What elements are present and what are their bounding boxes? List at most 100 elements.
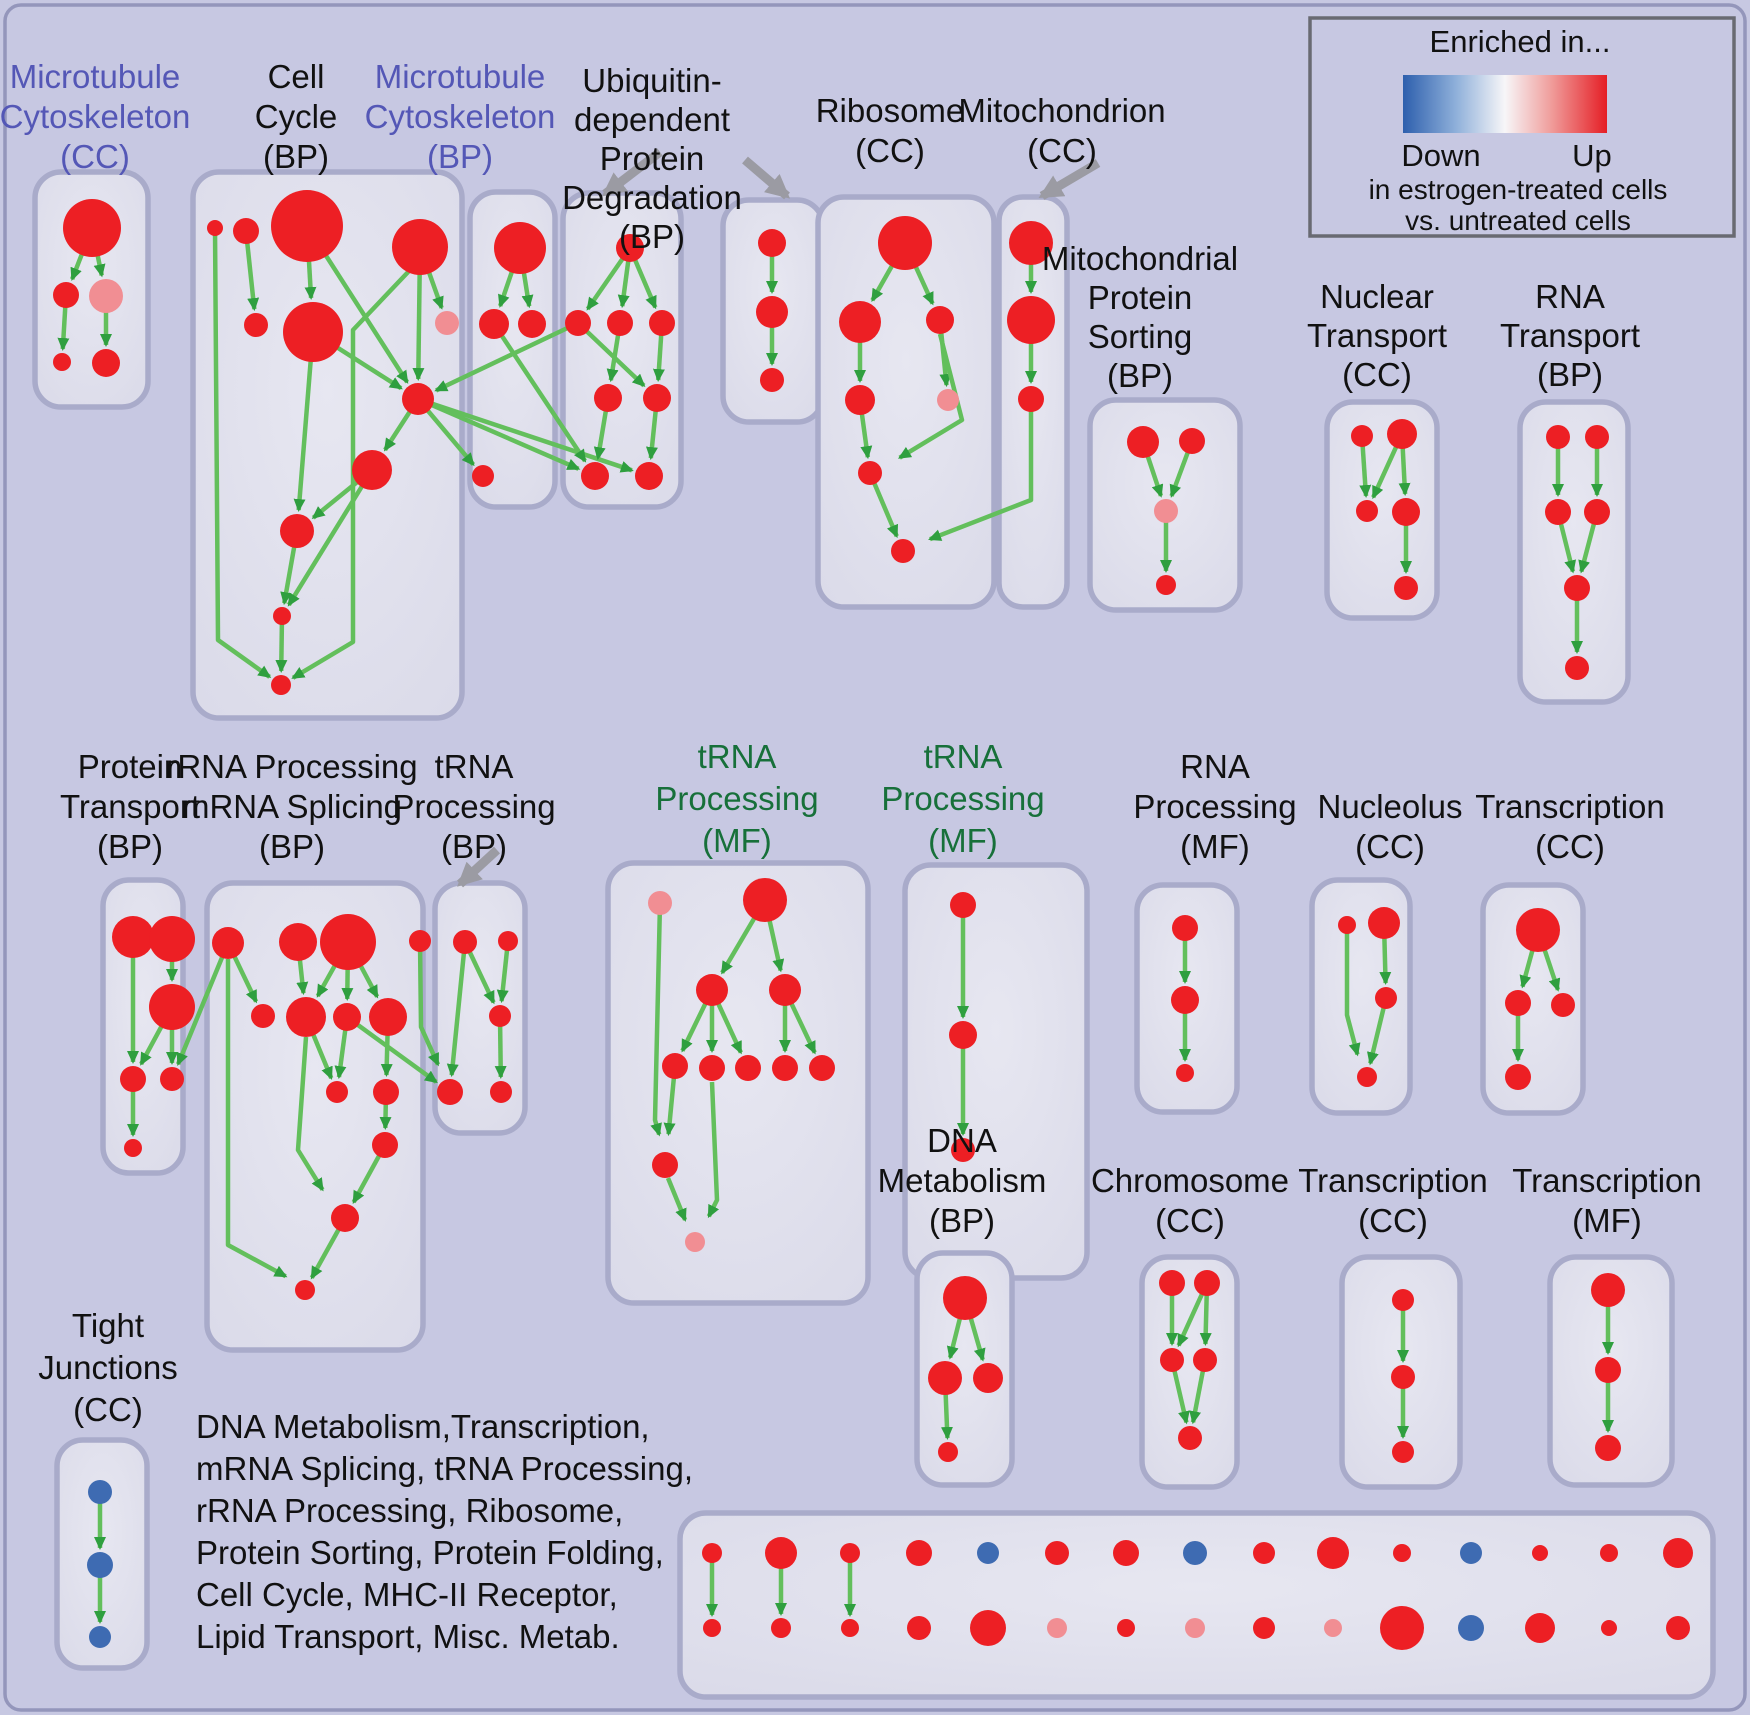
node-ubiquitin-degradation-right-2-red	[760, 368, 784, 392]
node-rrna-processing-mrna-splicing-7-red	[369, 998, 407, 1036]
node-transcription-cc-bottom-1-red	[1391, 1365, 1415, 1389]
legend-condition-line1: in estrogen-treated cells	[1369, 174, 1668, 205]
label-dna-metabolism-bp-line0: DNA	[927, 1122, 997, 1159]
node-nuclear-transport-4-red	[1394, 576, 1418, 600]
node-microtubule-cytoskeleton-cc-0-red	[63, 199, 121, 257]
label-ribosome-cc-line1: (CC)	[855, 132, 925, 169]
node-mitochondrial-protein-sorting-0-red	[1127, 426, 1159, 458]
callout-ubiquitin-right-arrow-icon	[742, 156, 791, 200]
node-misc-bottom-11-blue	[1460, 1542, 1482, 1564]
legend-down-label: Down	[1401, 138, 1480, 173]
edge-arrow-40	[897, 333, 965, 460]
node-rrna-processing-mrna-splicing-12-red	[295, 1280, 315, 1300]
label-tight-junctions-cc-line1: Junctions	[38, 1349, 177, 1386]
node-misc-bottom-23-red	[1253, 1617, 1275, 1639]
cluster-box-chromosome	[1139, 1254, 1240, 1490]
node-rna-transport-3-red	[1584, 499, 1610, 525]
node-misc-bottom-20-pink	[1047, 1618, 1067, 1638]
edge-arrow-80	[446, 941, 468, 1078]
label-cell-cycle-bp-line1: Cycle	[255, 98, 338, 135]
cluster-box-misc-bottom	[677, 1510, 1716, 1700]
node-protein-transport-3-red	[120, 1066, 146, 1092]
node-trna-processing-bp-4-red	[490, 1081, 512, 1103]
node-transcription-cc-mid-2-red	[1551, 993, 1575, 1017]
cluster-box-trna-processing-mf-large	[605, 860, 871, 1306]
label-transcription-mf-line0: Transcription	[1512, 1162, 1702, 1199]
label-tight-junctions-cc-line2: (CC)	[73, 1391, 143, 1428]
label-protein-transport-bp-line2: (BP)	[97, 828, 163, 865]
node-misc-bottom-25-red	[1380, 1606, 1424, 1650]
node-dna-metabolism-0-red	[943, 1276, 987, 1320]
node-trna-processing-mf-large-2-red	[696, 974, 728, 1006]
node-chromosome-3-red	[1193, 1348, 1217, 1372]
node-cell-cycle-5-red	[283, 302, 343, 362]
node-dna-metabolism-1-red	[928, 1361, 962, 1395]
label-rna-processing-mf-line1: Processing	[1133, 788, 1296, 825]
node-trna-processing-mf-small-2-red	[951, 1138, 975, 1162]
node-nucleolus-1-red	[1368, 907, 1400, 939]
label-mitochondrial-protein-sorting-bp-line3: (BP)	[1107, 357, 1173, 394]
node-trna-processing-mf-large-5-red	[699, 1055, 725, 1081]
label-trna-processing-bp-line0: tRNA	[435, 748, 514, 785]
label-chromosome-cc-line0: Chromosome	[1091, 1162, 1289, 1199]
edge-arrow-5	[243, 230, 260, 312]
misc-note-line0: DNA Metabolism,Transcription,	[196, 1408, 650, 1445]
label-protein-transport-bp-line1: Transport	[60, 788, 200, 825]
cluster-box-rna-transport	[1517, 399, 1631, 705]
node-cell-cycle-6-pink	[435, 311, 459, 335]
node-mitochondrion-0-red	[1009, 221, 1053, 265]
label-microtubule-cytoskeleton-bp-line1: Cytoskeleton	[365, 98, 556, 135]
node-tight-junctions-1-blue	[87, 1552, 113, 1578]
misc-note-line1: mRNA Splicing, tRNA Processing,	[196, 1450, 693, 1487]
label-transcription-cc-mid-line0: Transcription	[1475, 788, 1665, 825]
node-tight-junctions-0-blue	[88, 1480, 112, 1504]
node-transcription-cc-mid-3-red	[1505, 1064, 1531, 1090]
label-rna-transport-bp-line1: Transport	[1500, 317, 1640, 354]
node-misc-bottom-3-red	[906, 1540, 932, 1566]
node-cell-cycle-2-red	[271, 190, 343, 262]
node-nucleolus-0-red	[1338, 916, 1356, 934]
node-chromosome-1-red	[1194, 1270, 1220, 1296]
node-misc-bottom-0-red	[702, 1543, 722, 1563]
node-trna-processing-bp-3-red	[437, 1079, 463, 1105]
label-microtubule-cytoskeleton-cc-line0: Microtubule	[10, 58, 181, 95]
node-misc-bottom-29-red	[1666, 1616, 1690, 1640]
node-nuclear-transport-1-red	[1387, 419, 1417, 449]
node-rrna-processing-mrna-splicing-2-red	[320, 914, 376, 970]
node-misc-bottom-28-red	[1601, 1620, 1617, 1636]
node-dna-metabolism-3-red	[938, 1442, 958, 1462]
edge-arrow-16	[286, 468, 374, 607]
node-ribosome-2-red	[926, 306, 954, 334]
label-trna-processing-mf-large-line0: tRNA	[698, 738, 777, 775]
label-transcription-mf-line1: (MF)	[1572, 1202, 1642, 1239]
edge-arrow-64	[225, 959, 288, 1279]
node-nuclear-transport-3-red	[1392, 498, 1420, 526]
legend-condition-line2: vs. untreated cells	[1405, 205, 1631, 236]
label-nucleolus-cc-line1: (CC)	[1355, 828, 1425, 865]
label-mitochondrion-cc-line1: (CC)	[1027, 132, 1097, 169]
node-rna-transport-2-red	[1545, 499, 1571, 525]
node-mitochondrial-protein-sorting-1-red	[1179, 428, 1205, 454]
node-misc-bottom-12-red	[1532, 1545, 1548, 1561]
node-rrna-processing-mrna-splicing-6-red	[333, 1003, 361, 1031]
node-misc-bottom-6-red	[1113, 1540, 1139, 1566]
node-microtubule-cytoskeleton-bp-3-red	[472, 465, 494, 487]
label-ubiquitin-dependent-protein-degradation-bp-line3: Degradation	[562, 179, 742, 216]
node-ribosome-0-red	[878, 216, 932, 270]
edge-arrow-4	[212, 227, 272, 679]
node-trna-processing-mf-large-10-pink	[685, 1232, 705, 1252]
legend-up-label: Up	[1572, 138, 1612, 173]
misc-note-line5: Lipid Transport, Misc. Metab.	[196, 1618, 620, 1655]
node-misc-bottom-17-red	[841, 1619, 859, 1637]
edge-arrow-94	[665, 1177, 688, 1222]
label-ribosome-cc-line0: Ribosome	[816, 92, 965, 129]
node-rrna-processing-mrna-splicing-11-red	[331, 1204, 359, 1232]
edge-arrow-79	[496, 940, 511, 1004]
node-microtubule-cytoskeleton-cc-2-pink	[89, 279, 123, 313]
node-transcription-cc-mid-1-red	[1505, 990, 1531, 1016]
label-microtubule-cytoskeleton-cc-line1: Cytoskeleton	[0, 98, 190, 135]
cluster-box-cell-cycle	[190, 169, 465, 721]
node-protein-transport-5-red	[124, 1139, 142, 1157]
